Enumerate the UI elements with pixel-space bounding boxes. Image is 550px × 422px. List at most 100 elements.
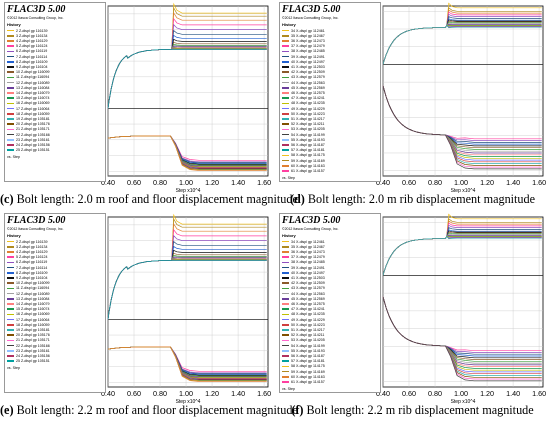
legend-swatch: [7, 149, 14, 151]
legend-swatch: [282, 277, 289, 279]
legend-label: 44 X-displ gp 112563: [291, 291, 325, 296]
legend-label: 41 X-displ gp 112503: [291, 64, 325, 69]
legend-label: 9 Z-displ gp 116104: [16, 275, 48, 280]
legend-swatch: [7, 360, 14, 362]
legend-entry: 61 X-displ gp 114157: [282, 168, 325, 173]
x-tick-label: 1.40: [506, 389, 520, 398]
legend-swatch: [282, 154, 289, 157]
legend-entry: 7 Z-displ gp 116114: [7, 265, 47, 270]
legend-swatch: [282, 123, 289, 125]
legend-label: 39 X-displ gp 112491: [291, 265, 325, 270]
legend-label: 2 Z-displ gp 116139: [16, 28, 48, 33]
legend-swatch: [282, 303, 289, 305]
panel-caption: (f) Bolt length: 2.2 m rib displacement …: [275, 403, 550, 418]
legend-swatch: [282, 29, 289, 32]
series-line-upper: [382, 235, 542, 276]
legend-swatch: [7, 303, 14, 305]
legend-entry: 6 Z-displ gp 116119: [7, 49, 47, 54]
legend-entry: 58 X-displ gp 114175: [282, 153, 325, 158]
legend-entry: 23 Z-displ gp 105161: [7, 348, 50, 353]
legend-entry: 45 X-displ gp 112569: [282, 296, 325, 301]
legend-label: 60 X-displ gp 114163: [291, 163, 325, 168]
legend-swatch: [282, 308, 289, 310]
legend-label: 43 X-displ gp 112579: [291, 286, 325, 291]
legend-entry: 23 Z-displ gp 105161: [7, 137, 50, 142]
legend-entry: 49 X-displ gp 114229: [282, 106, 325, 111]
x-tick-label: 0.40: [376, 389, 390, 398]
legend-swatch: [7, 133, 14, 136]
legend-entry: 41 X-displ gp 112503: [282, 275, 325, 280]
legend-swatch: [7, 266, 14, 269]
legend-title: History: [282, 233, 296, 238]
legend-entry: 35 X-displ gp 112467: [282, 33, 325, 38]
legend-entry: 38 X-displ gp 112485: [282, 260, 325, 265]
legend-label: 42 X-displ gp 112509: [291, 70, 325, 75]
legend-entry: 47 X-displ gp 114241: [282, 307, 325, 312]
legend-entry: 49 X-displ gp 114229: [282, 317, 325, 322]
legend-entry: 22 Z-displ gp 105166: [7, 343, 50, 348]
legend-entry: 25 Z-displ gp 105151: [7, 359, 50, 364]
legend-swatch: [282, 339, 289, 342]
legend-label: 24 Z-displ gp 105156: [16, 353, 50, 358]
x-tick-label: 1.00: [454, 178, 468, 187]
legend-label: 35 X-displ gp 112467: [291, 244, 325, 249]
legend-entry: 56 X-displ gp 114187: [282, 353, 325, 358]
legend-label: 38 X-displ gp 112485: [291, 49, 325, 54]
legend-swatch: [7, 55, 14, 58]
legend-label: 25 Z-displ gp 105151: [16, 359, 50, 364]
legend-entry: 34 X-displ gp 112461: [282, 28, 325, 33]
legend-swatch: [282, 313, 289, 316]
legend-entry: 61 X-displ gp 114157: [282, 379, 325, 384]
legend-entry: 47 X-displ gp 114241: [282, 96, 325, 101]
legend-label: 53 X-displ gp 114205: [291, 338, 325, 343]
legend-swatch: [282, 97, 289, 99]
caption-text: Bolt length: 2.0 m roof and floor displa…: [13, 192, 298, 206]
legend-label: 49 X-displ gp 114229: [291, 317, 325, 322]
legend-entry: 39 X-displ gp 112491: [282, 265, 325, 270]
legend-swatch: [7, 144, 14, 146]
x-tick-label: 1.40: [506, 178, 520, 187]
legend-entry: 54 X-displ gp 114199: [282, 132, 325, 137]
legend-entry: 40 X-displ gp 112497: [282, 270, 325, 275]
legend-footer: vs. Step: [282, 175, 295, 180]
legend-entry: 58 X-displ gp 114175: [282, 364, 325, 369]
legend-swatch: [7, 324, 14, 326]
legend-swatch: [282, 272, 289, 274]
chart-svg-e: 6.005.004.003.002.001.000.00-1.00-2.00-3…: [89, 213, 271, 405]
legend-label: 54 X-displ gp 114199: [291, 132, 325, 137]
series-group: [382, 213, 542, 382]
legend-entry: 3 Z-displ gp 116134: [7, 33, 48, 38]
legend-swatch: [282, 350, 289, 352]
legend-entry: 14 Z-displ gp 116079: [7, 301, 50, 306]
legend-label: 13 Z-displ gp 116084: [16, 85, 50, 90]
chart-svg-c: 6.005.004.003.002.001.000.00-1.00-2.00-3…: [89, 2, 271, 194]
legend-swatch: [282, 344, 289, 347]
legend-swatch: [7, 292, 14, 295]
legend-label: 37 X-displ gp 112479: [291, 44, 325, 49]
legend-swatch: [7, 123, 14, 125]
legend-entry: 35 X-displ gp 112467: [282, 244, 325, 249]
legend-label: 46 X-displ gp 112575: [291, 301, 325, 306]
legend-label: 55 X-displ gp 114193: [291, 348, 325, 353]
legend-label: 40 X-displ gp 112497: [291, 59, 325, 64]
legend-entry: 60 X-displ gp 114163: [282, 374, 325, 379]
legend-entry: 19 Z-displ gp 105181: [7, 116, 50, 121]
legend-entry: 24 Z-displ gp 105156: [7, 142, 50, 147]
legend-label: 49 X-displ gp 114229: [291, 106, 325, 111]
legend-label: 12 Z-displ gp 116089: [16, 291, 50, 296]
caption-text: Bolt length: 2.2 m rib displacement magn…: [303, 403, 534, 417]
legend-label: 50 X-displ gp 114223: [291, 111, 325, 116]
legend-entry: 18 Z-displ gp 116059: [7, 111, 50, 116]
legend-swatch: [282, 92, 289, 94]
legend-swatch: [282, 381, 289, 383]
legend-swatch: [282, 287, 289, 290]
legend-label: 57 X-displ gp 114181: [291, 148, 325, 153]
legend-entry: 21 Z-displ gp 105171: [7, 338, 50, 343]
legend-label: 48 X-displ gp 114235: [291, 312, 325, 317]
legend-entry: 55 X-displ gp 114193: [282, 348, 325, 353]
legend-label: 47 X-displ gp 114241: [291, 307, 325, 312]
legend-entry: 6 Z-displ gp 116119: [7, 260, 47, 265]
x-tick-label: 1.20: [480, 178, 494, 187]
legend-label: 4 Z-displ gp 116129: [16, 38, 48, 43]
legend-entry: 36 X-displ gp 112473: [282, 38, 325, 43]
